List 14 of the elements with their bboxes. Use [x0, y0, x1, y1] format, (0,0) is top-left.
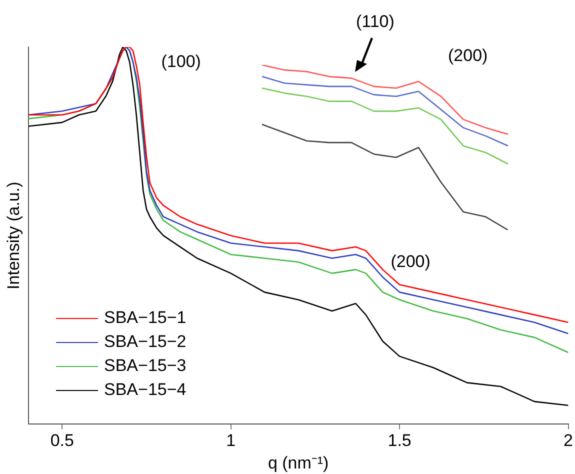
annotation: (200)	[448, 46, 488, 65]
legend-label: SBA−15−2	[104, 331, 186, 353]
x-axis-title: q (nm⁻¹)	[268, 453, 329, 472]
legend-label: SBA−15−1	[104, 307, 186, 329]
annotation: (200)	[390, 252, 430, 271]
annotation: (100)	[161, 52, 201, 71]
text: (110)	[356, 12, 394, 31]
x-tick-label: 0.5	[50, 431, 74, 450]
x-tick-label: 2	[564, 431, 574, 450]
y-axis-title: Intensity (a.u.)	[4, 182, 23, 290]
legend-label: SBA−15−4	[104, 379, 186, 401]
legend-label: SBA−15−3	[104, 355, 186, 377]
x-tick-label: 1	[226, 431, 236, 450]
x-tick-label: 1.5	[388, 431, 412, 450]
